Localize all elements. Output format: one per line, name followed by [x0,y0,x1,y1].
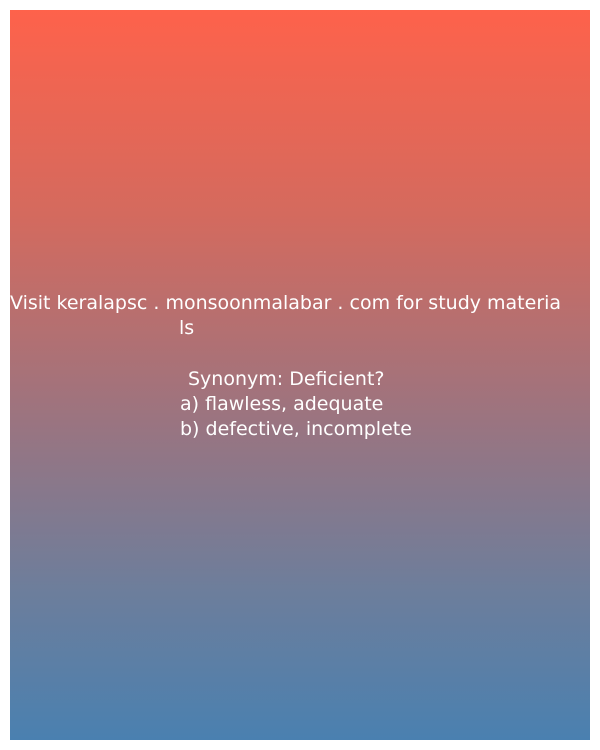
quiz-card: Visit keralapsc . monsoonmalabar . com f… [10,10,590,740]
promo-text: Visit keralapsc . monsoonmalabar . com f… [10,291,590,341]
promo-line-1: Visit keralapsc . monsoonmalabar . com f… [10,292,562,314]
question-block: Synonym: Deficient? a) flawless, adequat… [180,367,412,442]
question-stem: Synonym: Deficient? [188,368,385,390]
option-b: b) defective, incomplete [180,418,412,440]
option-a: a) flawless, adequate [180,393,384,415]
promo-line-2: ls [179,317,195,339]
